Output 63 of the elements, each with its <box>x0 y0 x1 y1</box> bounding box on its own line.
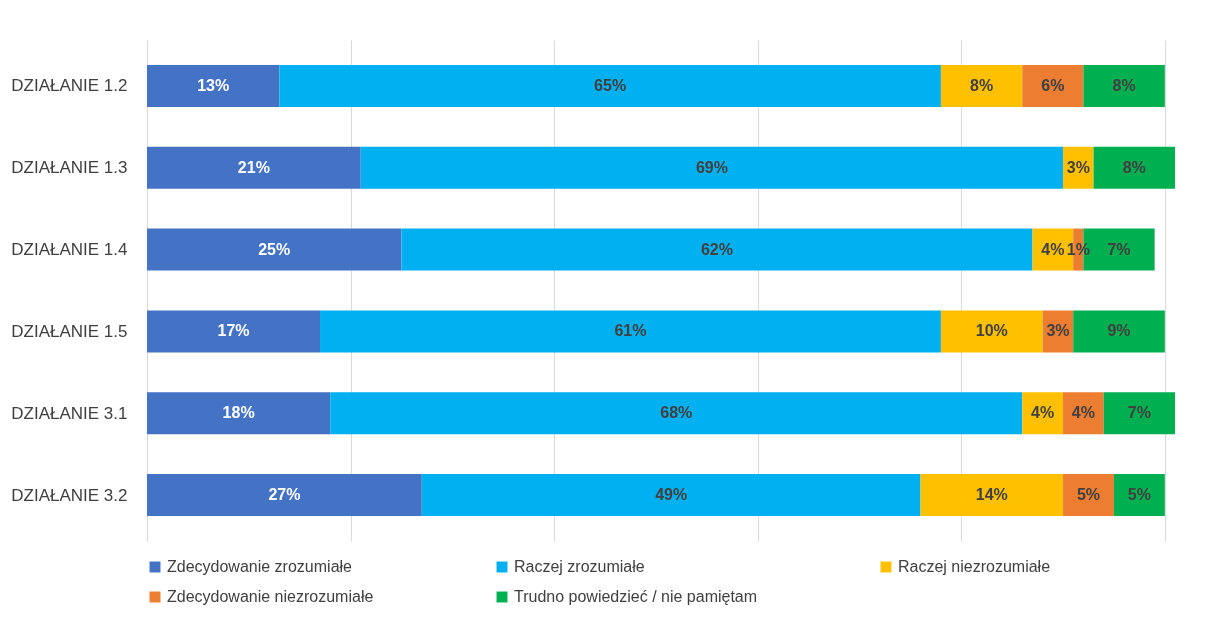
bar <box>279 64 941 107</box>
data-label: 8% <box>970 76 994 94</box>
legend-label: Raczej niezrozumiałe <box>898 558 1051 575</box>
bar <box>1073 310 1165 353</box>
data-label: 7% <box>1107 240 1131 258</box>
data-label: 69% <box>695 158 728 176</box>
data-label: 3% <box>1046 322 1070 340</box>
data-label: 61% <box>614 322 647 340</box>
data-label: 8% <box>1112 76 1136 94</box>
data-label: 8% <box>1122 158 1146 176</box>
y-tick-label: DZIAŁANIE 3.2 <box>11 485 128 505</box>
y-tick-label: DZIAŁANIE 1.3 <box>11 158 128 178</box>
y-tick-label: DZIAŁANIE 1.4 <box>11 240 128 260</box>
bar <box>1103 392 1175 435</box>
data-label: 4% <box>1071 404 1095 422</box>
data-label: 18% <box>222 404 255 422</box>
bar <box>147 64 280 107</box>
bar <box>1093 146 1175 189</box>
bar <box>360 146 1064 189</box>
legend-label: Trudno powiedzieć / nie pamiętam <box>514 588 758 605</box>
bar <box>421 474 921 517</box>
data-label: 4% <box>1031 404 1055 422</box>
bar <box>147 392 331 435</box>
data-label: 49% <box>655 486 688 504</box>
data-label: 25% <box>258 240 291 258</box>
bar <box>147 310 321 353</box>
bar <box>1063 474 1114 517</box>
data-label: 21% <box>237 158 270 176</box>
data-label: 62% <box>700 240 733 258</box>
data-label: 10% <box>975 322 1008 340</box>
bar <box>920 474 1064 517</box>
legend-label: Raczej zrozumiałe <box>514 558 645 575</box>
bar <box>147 474 422 517</box>
bar <box>1083 64 1165 107</box>
data-label: 17% <box>217 322 250 340</box>
y-tick-label: DZIAŁANIE 1.5 <box>11 321 128 341</box>
bar <box>1113 474 1165 517</box>
data-label: 3% <box>1066 158 1090 176</box>
data-label: 4% <box>1041 240 1065 258</box>
data-label: 5% <box>1127 486 1151 504</box>
bar <box>147 228 402 271</box>
bar <box>1022 64 1084 107</box>
bar <box>1022 392 1064 435</box>
legend-label: Zdecydowanie zrozumiałe <box>167 558 353 575</box>
data-label: 9% <box>1107 322 1131 340</box>
bar <box>1063 392 1104 435</box>
data-label: 27% <box>268 486 301 504</box>
data-label: 65% <box>594 76 627 94</box>
data-label: 13% <box>197 76 230 94</box>
bar <box>940 310 1043 353</box>
data-label: 7% <box>1127 404 1151 422</box>
data-label: 5% <box>1076 486 1101 504</box>
data-label: 14% <box>975 486 1008 504</box>
bar <box>401 228 1033 271</box>
bar <box>330 392 1023 435</box>
y-tick-label: DZIAŁANIE 1.2 <box>11 76 128 96</box>
bar <box>940 64 1023 107</box>
legend-label: Zdecydowanie niezrozumiałe <box>167 588 374 605</box>
y-tick-label: DZIAŁANIE 3.1 <box>11 403 128 423</box>
bar <box>147 146 361 189</box>
data-label: 68% <box>660 404 693 422</box>
bar <box>320 310 941 353</box>
data-label: 6% <box>1041 76 1065 94</box>
